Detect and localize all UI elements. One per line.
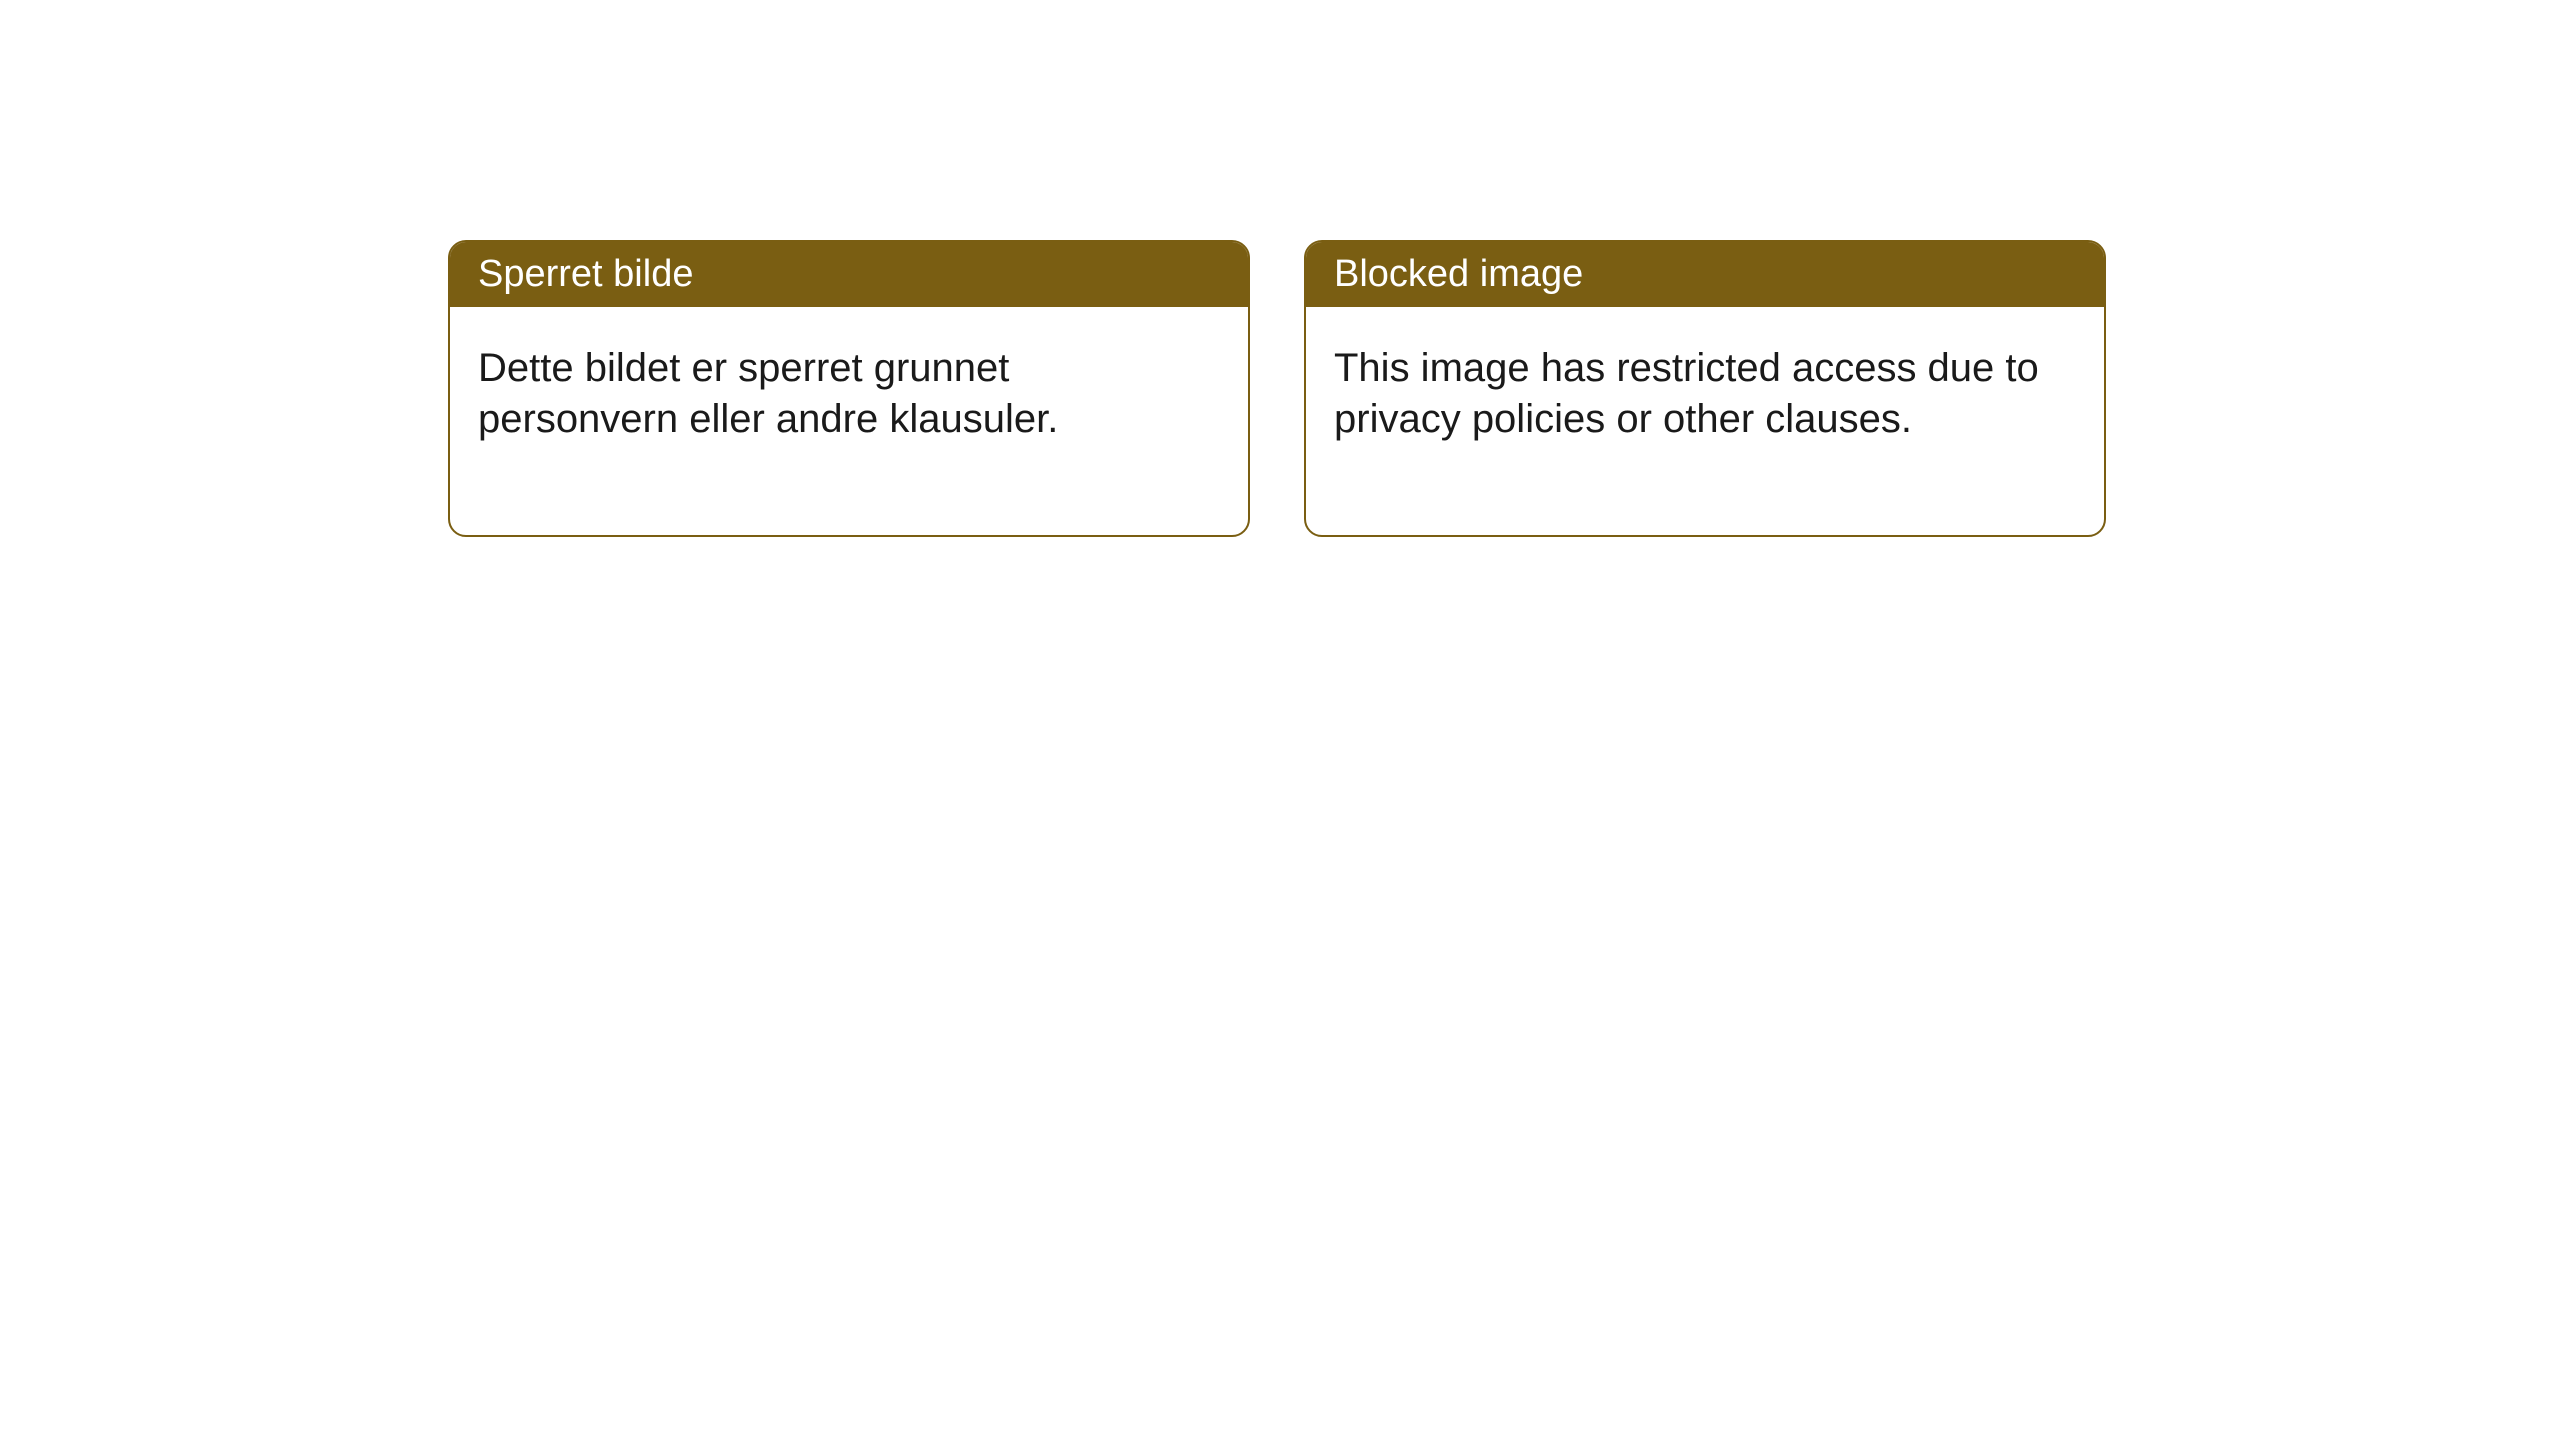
blocked-image-card-en: Blocked image This image has restricted … (1304, 240, 2106, 537)
card-header-text: Blocked image (1334, 253, 1583, 295)
blocked-image-card-no: Sperret bilde Dette bildet er sperret gr… (448, 240, 1250, 537)
cards-container: Sperret bilde Dette bildet er sperret gr… (0, 0, 2560, 537)
card-body-no: Dette bildet er sperret grunnet personve… (450, 307, 1248, 535)
card-header-en: Blocked image (1306, 242, 2104, 307)
card-header-no: Sperret bilde (450, 242, 1248, 307)
card-body-text: This image has restricted access due to … (1334, 346, 2039, 441)
card-header-text: Sperret bilde (478, 253, 693, 295)
card-body-text: Dette bildet er sperret grunnet personve… (478, 346, 1058, 441)
card-body-en: This image has restricted access due to … (1306, 307, 2104, 535)
